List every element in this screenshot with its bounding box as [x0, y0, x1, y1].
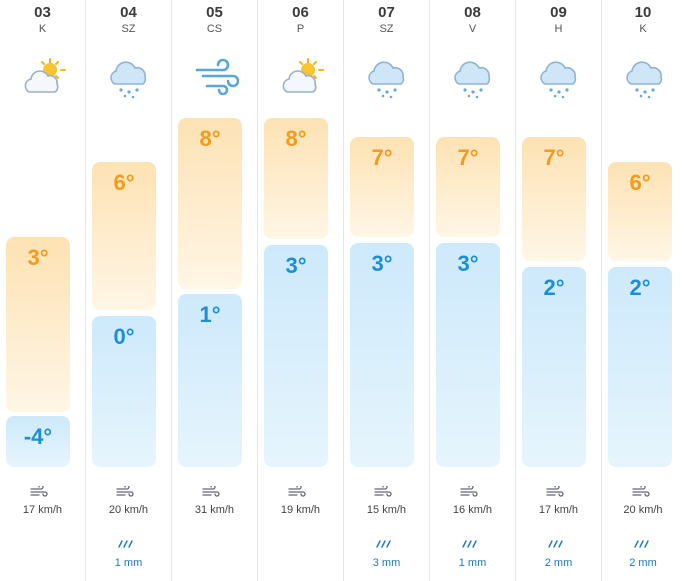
low-temp-bar: 3°	[436, 243, 500, 467]
day-weekday: H	[554, 23, 563, 35]
day-date: 07	[378, 4, 395, 21]
low-temp: 3°	[285, 253, 307, 278]
rain-icon	[548, 540, 563, 548]
precipitation: 1 mm	[114, 557, 143, 569]
wind-icon	[195, 58, 239, 96]
wind-icon	[460, 486, 478, 497]
high-temp-bar: 6°	[92, 162, 156, 310]
day-date: 08	[464, 4, 481, 21]
rain-cloud-icon	[110, 61, 147, 99]
wind-speed: 15 km/h	[366, 504, 407, 516]
high-temp: 6°	[113, 170, 135, 195]
high-temp-bar: 7°	[436, 137, 500, 237]
wind-speed: 20 km/h	[108, 504, 149, 516]
high-temp: 8°	[199, 126, 221, 151]
wind-icon	[632, 486, 650, 497]
low-temp: 2°	[629, 275, 651, 300]
rain-icon	[376, 540, 391, 548]
day-weekday: K	[639, 23, 647, 35]
wind-icon	[202, 486, 220, 497]
wind-icon	[546, 486, 564, 497]
wind-speed: 19 km/h	[280, 504, 321, 516]
high-temp-bar: 7°	[522, 137, 586, 261]
day-weekday: CS	[206, 23, 223, 35]
high-temp-bar: 3°	[6, 237, 70, 412]
day-date: 09	[550, 4, 567, 21]
day-column[interactable]: 04 SZ 6° 0° 20 km/h 1 mm	[86, 0, 172, 581]
day-column[interactable]: 08 V 7° 3° 16 km/h 1 mm	[430, 0, 516, 581]
high-temp-bar: 6°	[608, 162, 672, 261]
low-temp: 1°	[199, 302, 221, 327]
low-temp: 2°	[543, 275, 565, 300]
partly-sunny-icon	[282, 58, 324, 93]
low-temp-bar: 3°	[350, 243, 414, 467]
high-temp-bar: 8°	[178, 118, 242, 289]
low-temp-bar: 2°	[522, 267, 586, 467]
day-weekday: P	[296, 23, 305, 35]
low-temp: -4°	[23, 424, 53, 449]
partly-sunny-icon	[24, 58, 66, 93]
day-column[interactable]: 06 P 8° 3° 19 km/h	[258, 0, 344, 581]
high-temp-bar: 7°	[350, 137, 414, 237]
low-temp-bar: 1°	[178, 294, 242, 467]
day-date: 10	[634, 4, 652, 21]
day-column[interactable]: 05 CS 8° 1° 31 km/h	[172, 0, 258, 581]
high-temp: 6°	[629, 170, 651, 195]
high-temp: 7°	[457, 145, 479, 170]
wind-speed: 31 km/h	[194, 504, 235, 516]
rain-cloud-icon	[540, 61, 577, 99]
day-column[interactable]: 10 K 6° 2° 20 km/h 2 mm	[602, 0, 684, 581]
wind-icon	[374, 486, 392, 497]
wind-icon	[116, 486, 134, 497]
day-date: 05	[206, 4, 223, 21]
wind-speed: 16 km/h	[452, 504, 493, 516]
low-temp-bar: 2°	[608, 267, 672, 467]
high-temp-bar: 8°	[264, 118, 328, 239]
low-temp: 3°	[457, 251, 479, 276]
day-weekday: SZ	[379, 23, 394, 35]
low-temp-bar: -4°	[6, 416, 70, 467]
rain-cloud-icon	[626, 61, 663, 99]
precipitation: 1 mm	[458, 557, 487, 569]
precipitation: 2 mm	[629, 557, 657, 569]
day-date: 04	[120, 4, 137, 21]
day-column[interactable]: 09 H 7° 2° 17 km/h 2 mm	[516, 0, 602, 581]
rain-cloud-icon	[368, 61, 405, 99]
wind-speed: 17 km/h	[538, 504, 579, 516]
low-temp-bar: 3°	[264, 245, 328, 467]
high-temp: 7°	[543, 145, 565, 170]
day-date: 03	[34, 4, 51, 21]
day-weekday: SZ	[121, 23, 136, 35]
rain-icon	[118, 540, 133, 548]
wind-speed: 17 km/h	[22, 504, 63, 516]
low-temp-bar: 0°	[92, 316, 156, 467]
wind-icon	[288, 486, 306, 497]
day-column[interactable]: 03 K 3° -4° 17 km/h	[0, 0, 86, 581]
precipitation: 3 mm	[372, 557, 401, 569]
rain-icon	[462, 540, 477, 548]
precipitation: 2 mm	[544, 557, 573, 569]
rain-icon	[634, 540, 649, 548]
day-weekday: K	[38, 23, 47, 35]
day-column[interactable]: 07 SZ 7° 3° 15 km/h 3 mm	[344, 0, 430, 581]
high-temp: 8°	[285, 126, 307, 151]
low-temp: 3°	[371, 251, 393, 276]
rain-cloud-icon	[454, 61, 491, 99]
day-date: 06	[292, 4, 309, 21]
wind-speed: 20 km/h	[623, 504, 663, 516]
day-weekday: V	[468, 23, 477, 35]
wind-icon	[30, 486, 48, 497]
high-temp: 3°	[27, 245, 49, 270]
high-temp: 7°	[371, 145, 393, 170]
low-temp: 0°	[113, 324, 135, 349]
